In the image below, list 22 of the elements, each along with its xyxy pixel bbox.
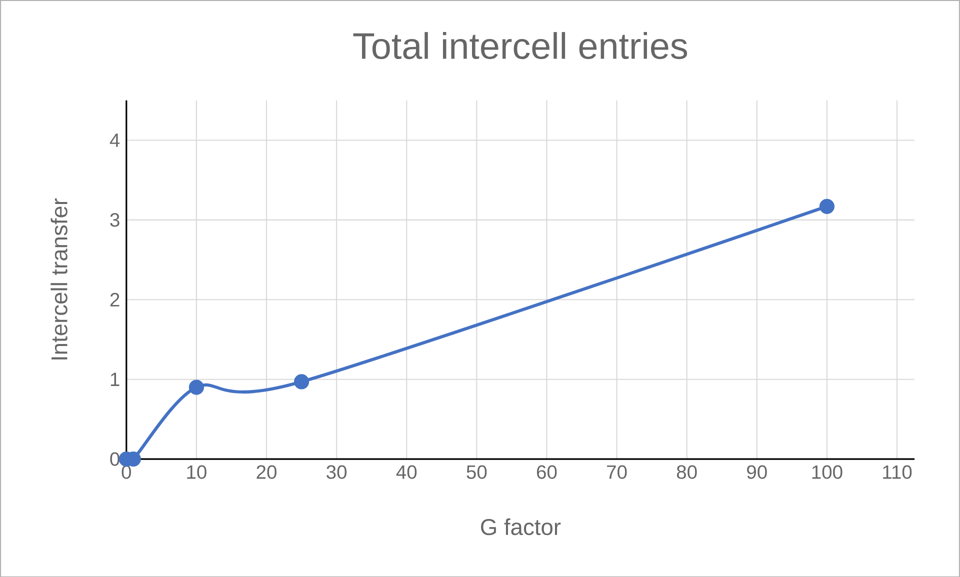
y-tick-label: 1 (110, 372, 120, 386)
point (294, 374, 310, 390)
x-tick-label: 80 (676, 465, 697, 479)
y-axis-title: Intercell transfer (50, 198, 68, 360)
x-tick-label: 90 (747, 465, 767, 479)
point (188, 380, 204, 395)
x-tick-label: 110 (883, 465, 912, 479)
x-tick-label: 50 (466, 465, 487, 479)
y-tick-label: 4 (110, 133, 120, 147)
point (819, 198, 835, 214)
y-tick-label: 0 (110, 452, 120, 466)
x-axis-title: G factor (481, 518, 561, 535)
y-tick-label: 2 (110, 292, 120, 306)
y-tick-label: 3 (110, 212, 120, 227)
chart-title: Total intercell entries (353, 32, 688, 59)
x-tick-label: 10 (187, 465, 206, 479)
x-tick-label: 30 (326, 465, 347, 479)
x-tick-label: 40 (396, 465, 417, 479)
x-tick-label: 70 (607, 465, 627, 479)
x-tick-label: 100 (812, 465, 842, 479)
x-tick-label: 60 (536, 465, 557, 479)
x-tick-label: 20 (256, 465, 276, 479)
